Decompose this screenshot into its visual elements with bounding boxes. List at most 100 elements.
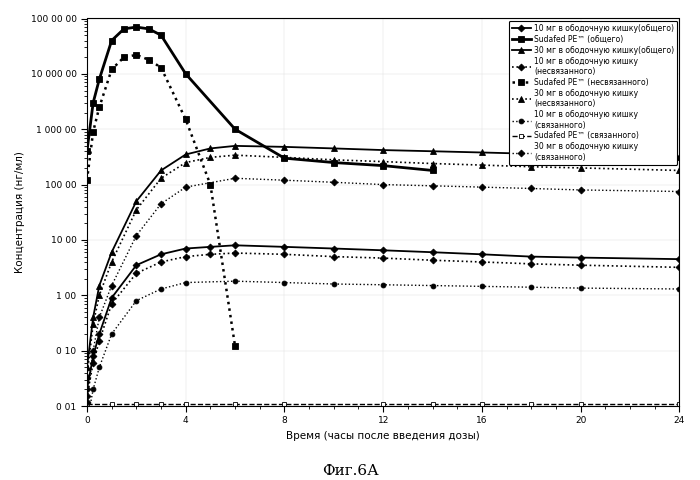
30 мг в ободочную кишку
(связанного): [527, 186, 536, 192]
10 мг в ободочную кишку(общего): [527, 254, 536, 260]
30 мг в ободочную кишку
(несвязанного): [181, 160, 190, 166]
Line: 30 мг в ободочную кишку(общего): 30 мг в ободочную кишку(общего): [84, 143, 682, 371]
10 мг в ободочную кишку
(связанного): [527, 284, 536, 290]
Sudafed PE™ (несвязанного): [89, 129, 97, 134]
Sudafed PE™ (связанного): [477, 401, 486, 407]
Sudafed PE™ (несвязанного): [144, 57, 153, 62]
Sudafed PE™ (связанного): [379, 401, 387, 407]
Sudafed PE™ (несвязанного): [231, 343, 239, 349]
10 мг в ободочную кишку
(связанного): [95, 364, 104, 370]
30 мг в ободочную кишку(общего): [527, 151, 536, 156]
Sudafed PE™ (несвязанного): [157, 65, 165, 71]
10 мг в ободочную кишку(общего): [89, 353, 97, 359]
10 мг в ободочную кишку
(связанного): [132, 298, 141, 303]
Sudafed PE™ (общего): [231, 126, 239, 132]
10 мг в ободочную кишку
(несвязанного): [206, 252, 215, 257]
10 мг в ободочную кишку
(несвязанного): [477, 259, 486, 265]
Sudafed PE™ (связанного): [83, 401, 91, 407]
Sudafed PE™ (несвязанного): [132, 52, 141, 58]
Sudafed PE™ (общего): [330, 160, 338, 166]
Text: Фиг.6А: Фиг.6А: [322, 464, 378, 478]
10 мг в ободочную кишку
(несвязанного): [157, 259, 165, 265]
10 мг в ободочную кишку
(связанного): [83, 420, 91, 426]
30 мг в ободочную кишку
(связанного): [95, 314, 104, 320]
30 мг в ободочную кишку
(связанного): [108, 283, 116, 288]
Line: 30 мг в ободочную кишку
(несвязанного): 30 мг в ободочную кишку (несвязанного): [84, 152, 682, 379]
30 мг в ободочную кишку(общего): [132, 198, 141, 204]
Legend: 10 мг в ободочную кишку(общего), Sudafed PE™ (общего), 30 мг в ободочную кишку(о: 10 мг в ободочную кишку(общего), Sudafed…: [509, 21, 677, 165]
10 мг в ободочную кишку
(несвязанного): [89, 360, 97, 366]
Sudafed PE™ (общего): [89, 100, 97, 106]
30 мг в ободочную кишку(общего): [95, 283, 104, 288]
30 мг в ободочную кишку
(связанного): [89, 348, 97, 354]
10 мг в ободочную кишку
(связанного): [181, 280, 190, 286]
30 мг в ободочную кишку(общего): [428, 148, 437, 154]
10 мг в ободочную кишку(общего): [330, 246, 338, 252]
30 мг в ободочную кишку
(несвязанного): [379, 159, 387, 165]
Sudafed PE™ (несвязанного): [95, 104, 104, 110]
Sudafed PE™ (общего): [280, 156, 288, 161]
10 мг в ободочную кишку
(несвязанного): [83, 394, 91, 399]
10 мг в ободочную кишку(общего): [132, 262, 141, 268]
10 мг в ободочную кишку
(несвязанного): [181, 254, 190, 260]
Line: 30 мг в ободочную кишку
(связанного): 30 мг в ободочную кишку (связанного): [85, 176, 682, 404]
30 мг в ободочную кишку
(несвязанного): [676, 168, 684, 173]
Sudafed PE™ (общего): [144, 26, 153, 32]
Sudafed PE™ (несвязанного): [108, 67, 116, 72]
10 мг в ободочную кишку
(связанного): [576, 285, 584, 291]
10 мг в ободочную кишку
(несвязанного): [132, 270, 141, 276]
Line: Sudafed PE™ (несвязанного): Sudafed PE™ (несвязанного): [83, 51, 239, 350]
30 мг в ободочную кишку
(несвязанного): [576, 165, 584, 171]
Y-axis label: Концентрация (нг/мл): Концентрация (нг/мл): [15, 151, 25, 273]
30 мг в ободочную кишку(общего): [231, 143, 239, 149]
30 мг в ободочную кишку
(несвязанного): [206, 155, 215, 160]
30 мг в ободочную кишку
(несвязанного): [280, 155, 288, 160]
10 мг в ободочную кишку(общего): [108, 295, 116, 300]
10 мг в ободочную кишку(общего): [83, 386, 91, 392]
10 мг в ободочную кишку
(связанного): [89, 386, 97, 392]
30 мг в ободочную кишку
(несвязанного): [95, 292, 104, 298]
30 мг в ободочную кишку
(связанного): [181, 184, 190, 190]
10 мг в ободочную кишку
(несвязанного): [280, 252, 288, 257]
Sudafed PE™ (общего): [379, 163, 387, 168]
10 мг в ободочную кишку
(связанного): [379, 282, 387, 288]
Sudafed PE™ (общего): [95, 76, 104, 82]
Sudafed PE™ (связанного): [157, 401, 165, 407]
10 мг в ободочную кишку(общего): [379, 247, 387, 253]
30 мг в ободочную кишку
(несвязанного): [231, 152, 239, 158]
10 мг в ободочную кишку(общего): [181, 246, 190, 252]
30 мг в ободочную кишку(общего): [181, 152, 190, 157]
10 мг в ободочную кишку
(связанного): [477, 284, 486, 289]
Sudafed PE™ (общего): [157, 32, 165, 38]
10 мг в ободочную кишку
(связанного): [676, 286, 684, 292]
10 мг в ободочную кишку
(несвязанного): [428, 257, 437, 263]
30 мг в ободочную кишку
(связанного): [676, 189, 684, 194]
Sudafed PE™ (связанного): [181, 401, 190, 407]
Line: 10 мг в ободочную кишку
(несвязанного): 10 мг в ободочную кишку (несвязанного): [85, 251, 682, 399]
Sudafed PE™ (общего): [120, 26, 128, 32]
10 мг в ободочную кишку(общего): [280, 244, 288, 250]
10 мг в ободочную кишку(общего): [576, 255, 584, 261]
X-axis label: Время (часы после введения дозы): Время (часы после введения дозы): [286, 431, 480, 441]
30 мг в ободочную кишку
(связанного): [231, 175, 239, 181]
30 мг в ободочную кишку
(несвязанного): [330, 157, 338, 163]
30 мг в ободочную кишку
(связанного): [576, 187, 584, 193]
30 мг в ободочную кишку(общего): [89, 314, 97, 320]
Sudafed PE™ (связанного): [280, 401, 288, 407]
30 мг в ободочную кишку(общего): [379, 147, 387, 153]
10 мг в ободочную кишку
(связанного): [157, 286, 165, 292]
30 мг в ободочную кишку
(несвязанного): [428, 161, 437, 167]
10 мг в ободочную кишку
(несвязанного): [108, 301, 116, 307]
30 мг в ободочную кишку
(связанного): [280, 177, 288, 183]
30 мг в ободочную кишку(общего): [108, 249, 116, 255]
Sudafed PE™ (связанного): [231, 401, 239, 407]
10 мг в ободочную кишку(общего): [231, 242, 239, 248]
30 мг в ободочную кишку
(несвязанного): [132, 207, 141, 213]
30 мг в ободочную кишку
(несвязанного): [108, 259, 116, 265]
10 мг в ободочную кишку
(связанного): [330, 281, 338, 287]
Sudafed PE™ (общего): [108, 37, 116, 43]
10 мг в ободочную кишку
(несвязанного): [576, 262, 584, 268]
10 мг в ободочную кишку
(несвязанного): [527, 261, 536, 267]
30 мг в ободочную кишку
(связанного): [132, 233, 141, 239]
10 мг в ободочную кишку
(несвязанного): [231, 250, 239, 256]
